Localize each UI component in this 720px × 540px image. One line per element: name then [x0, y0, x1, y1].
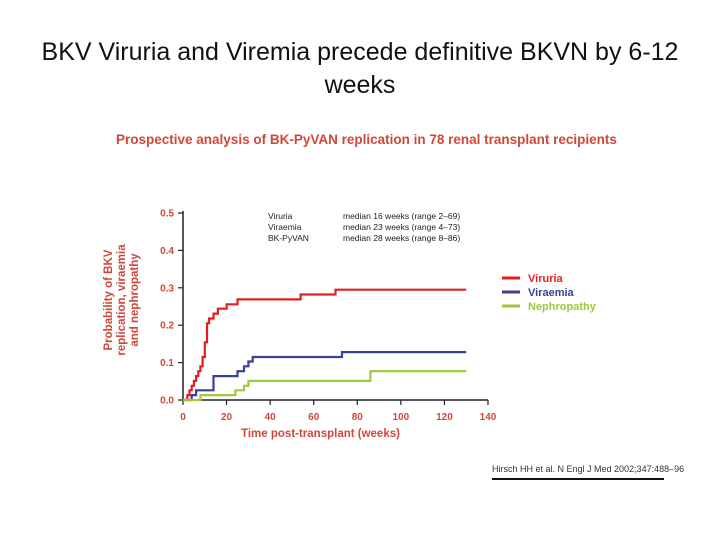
median-annotations: Viruria median 16 weeks (range 2–69) Virae… — [268, 211, 460, 243]
annotation-text: median 16 weeks (range 2–69) — [343, 211, 460, 221]
y-tick-label: 0.3 — [160, 283, 174, 294]
x-tick-label: 100 — [393, 412, 410, 423]
y-tick-label: 0.0 — [160, 396, 174, 407]
x-axis-label: Time post-transplant (weeks) — [241, 428, 400, 440]
y-axis-label-line: replication, viraemia — [116, 244, 128, 356]
x-tick-label: 140 — [480, 412, 497, 423]
y-tick-label: 0.4 — [160, 246, 174, 257]
annotation-label: BK-PyVAN — [268, 233, 309, 243]
y-tick-label: 0.2 — [160, 321, 174, 332]
legend: Viruria Viraemia Nephropathy — [502, 273, 597, 313]
legend-label: Nephropathy — [528, 301, 597, 313]
slide-title: BKV Viruria and Viremia precede definiti… — [41, 38, 679, 99]
annotation-label: Viruria — [268, 211, 293, 221]
legend-label: Viruria — [528, 273, 564, 285]
x-tick-label: 0 — [180, 412, 186, 423]
y-axis-label: Probability of BKV replication, viraemia a… — [103, 244, 141, 356]
annotation-text: median 23 weeks (range 4–73) — [343, 222, 460, 232]
axes: 0 20 40 60 80 100 120 140 0.0 0.1 0.2 0.3 0.4 0.5 Time… — [103, 209, 497, 441]
y-tick-label: 0.5 — [160, 209, 174, 220]
y-tick-label: 0.1 — [160, 358, 174, 369]
series-line-viraemia — [183, 351, 467, 402]
x-tick-label: 80 — [352, 412, 364, 423]
series-line-nephropathy — [183, 370, 467, 402]
legend-label: Viraemia — [528, 287, 575, 299]
y-axis-label-line: Probability of BKV — [103, 249, 115, 350]
citation-rule — [492, 478, 664, 480]
x-tick-label: 60 — [308, 412, 320, 423]
x-tick-label: 40 — [265, 412, 277, 423]
y-axis-label-line: and nephropathy — [129, 253, 141, 347]
annotation-text: median 28 weeks (range 8–86) — [343, 233, 460, 243]
annotation-label: Viraemia — [268, 222, 302, 232]
citation: Hirsch HH et al. N Engl J Med 2002;347:4… — [492, 464, 685, 474]
x-tick-label: 20 — [221, 412, 233, 423]
figure-title: Prospective analysis of BK-PyVAN replica… — [116, 132, 617, 147]
x-tick-label: 120 — [436, 412, 453, 423]
series-lines — [183, 288, 467, 402]
series-line-viruria — [183, 288, 467, 402]
